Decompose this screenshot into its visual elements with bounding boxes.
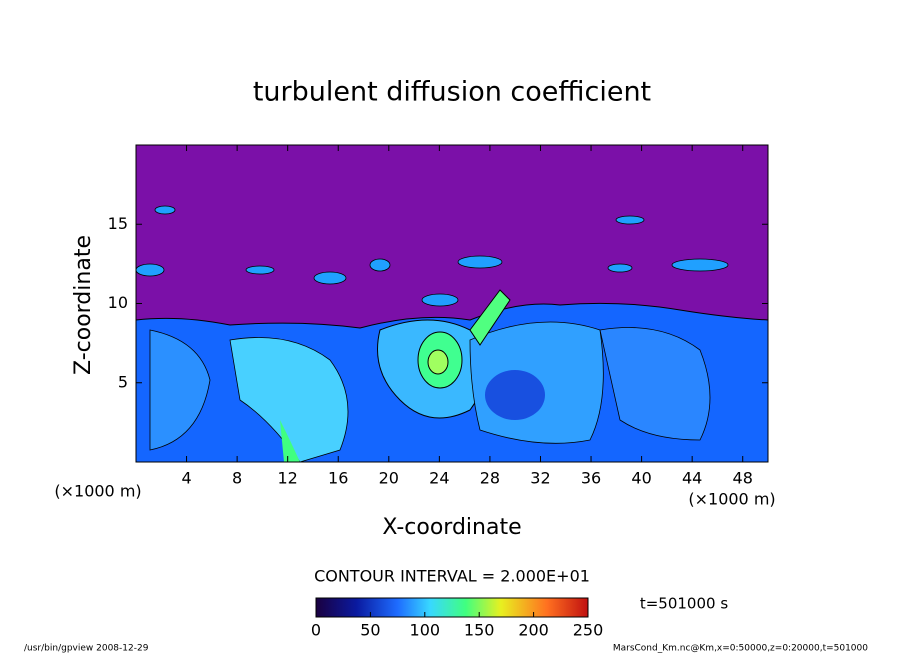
colorbar-tick-label: 50 (360, 621, 380, 640)
x-unit: (×1000 m) (688, 490, 775, 509)
y-tick-label: 10 (108, 293, 128, 312)
x-tick-label: 36 (581, 469, 601, 488)
x-tick-label: 8 (232, 469, 242, 488)
y-tick-label: 5 (118, 372, 128, 391)
time-label: t=501000 s (640, 595, 728, 613)
colorbar (315, 597, 589, 618)
x-tick-label: 12 (278, 469, 298, 488)
colorbar-tick-label: 0 (311, 621, 321, 640)
x-tick-label: 4 (181, 469, 191, 488)
x-tick-label: 16 (328, 469, 348, 488)
x-tick-label: 48 (733, 469, 753, 488)
colorbar-tick-label: 100 (410, 621, 441, 640)
colorbar-tick-label: 150 (464, 621, 495, 640)
contour-interval: CONTOUR INTERVAL = 2.000E+01 (314, 567, 590, 586)
x-tick-label: 44 (682, 469, 702, 488)
y-unit: (×1000 m) (54, 482, 141, 501)
x-tick-label: 28 (480, 469, 500, 488)
footer-left: /usr/bin/gpview 2008-12-29 (24, 644, 149, 654)
chart-title: turbulent diffusion coefficient (253, 77, 651, 108)
y-axis-label: Z-coordinate (71, 235, 96, 375)
footer-right: MarsCond_Km.nc@Km,x=0:50000,z=0:20000,t=… (613, 644, 868, 654)
x-tick-label: 20 (379, 469, 399, 488)
colorbar-tick-label: 200 (518, 621, 549, 640)
x-tick-label: 24 (429, 469, 449, 488)
colorbar-tick-label: 250 (573, 621, 604, 640)
contour-field (136, 145, 768, 462)
x-axis-label: X-coordinate (382, 515, 521, 540)
x-tick-label: 32 (530, 469, 550, 488)
x-tick-label: 40 (631, 469, 651, 488)
y-tick-label: 15 (108, 214, 128, 233)
